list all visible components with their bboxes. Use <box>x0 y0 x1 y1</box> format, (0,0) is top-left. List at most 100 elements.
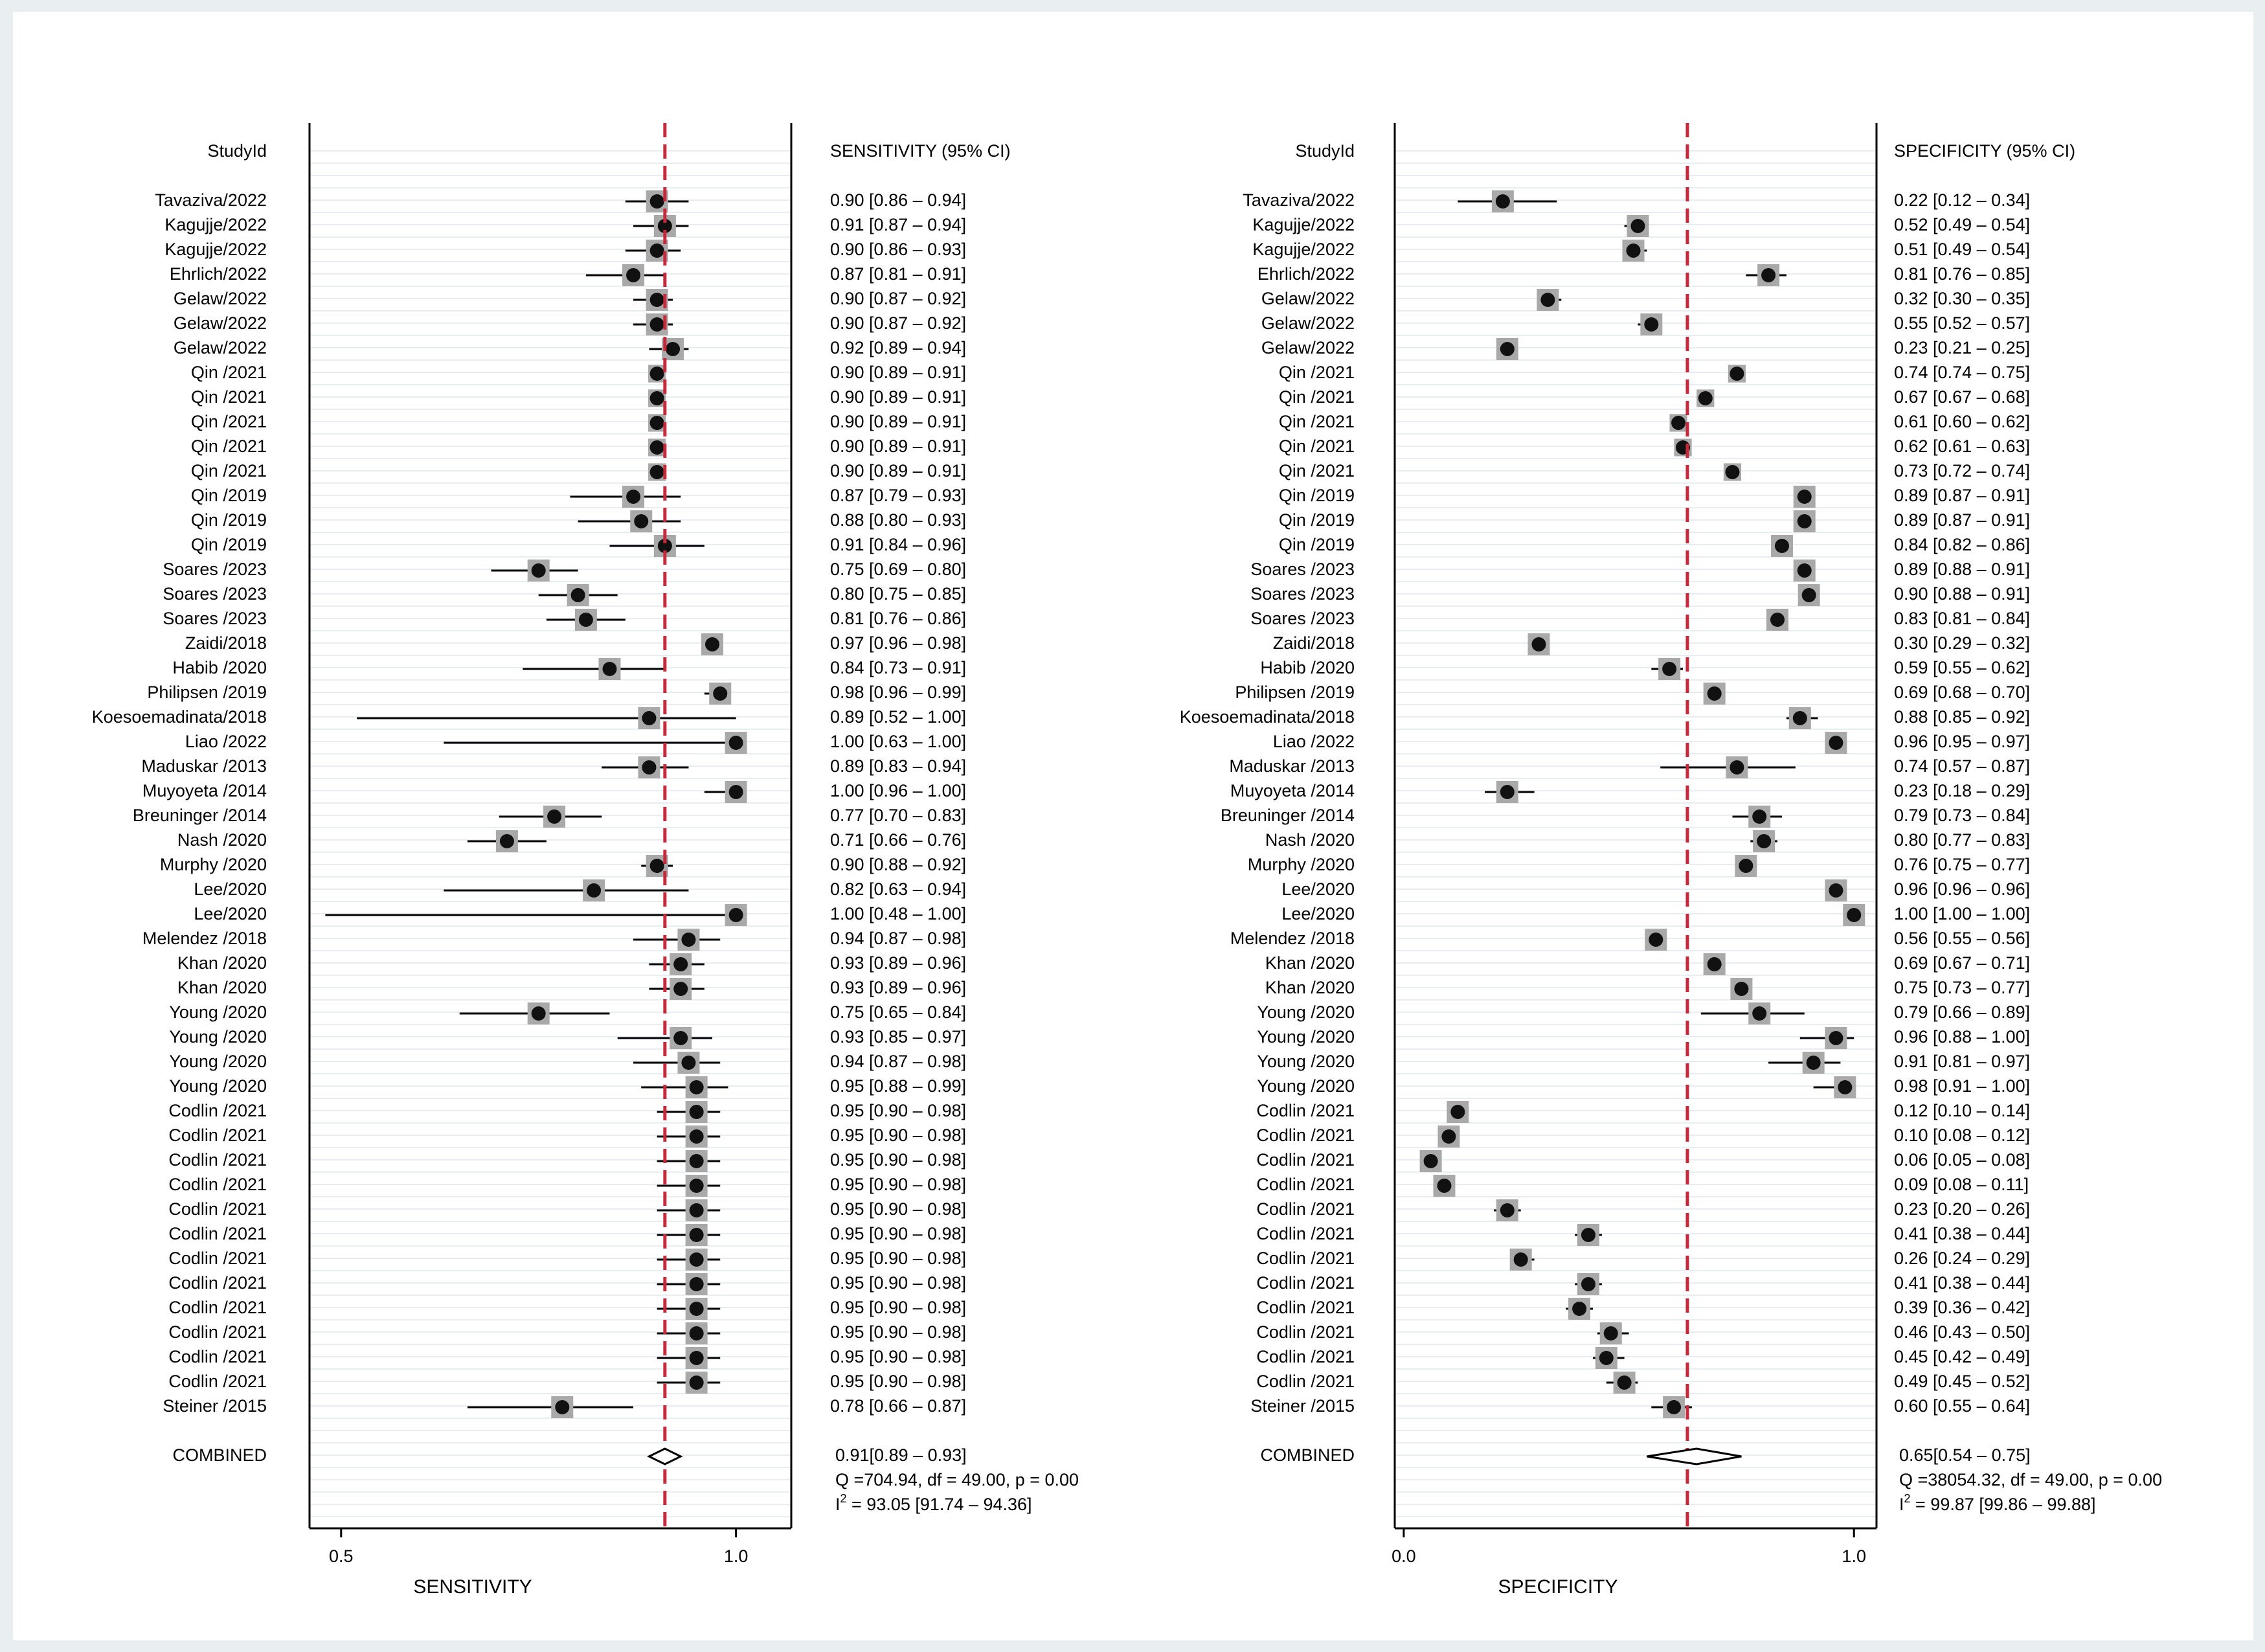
sens-point-estimate <box>626 490 641 504</box>
sens-ci-label: 0.95 [0.90 – 0.98] <box>830 1175 966 1194</box>
sens-study-label: Codlin /2021 <box>168 1249 267 1268</box>
spec-point-estimate <box>1626 243 1641 258</box>
spec-ci-label: 0.61 [0.60 – 0.62] <box>1894 412 2030 431</box>
spec-plot-area <box>1395 123 1876 1528</box>
sens-point-estimate <box>681 1056 696 1070</box>
sens-point-estimate <box>649 194 664 209</box>
spec-point-estimate <box>1730 760 1744 775</box>
sens-ci-label: 0.90 [0.89 – 0.91] <box>830 412 966 431</box>
sens-i2-symbol: I <box>835 1495 840 1514</box>
sens-point-estimate <box>531 563 546 578</box>
sens-point-estimate <box>649 391 664 405</box>
sens-study-label: Philipsen /2019 <box>147 683 267 702</box>
spec-point-estimate <box>1423 1154 1438 1168</box>
spec-point-estimate <box>1500 1203 1515 1217</box>
spec-ci-label: 0.23 [0.20 – 0.26] <box>1894 1199 2030 1219</box>
spec-study-label: Qin /2021 <box>1279 461 1355 481</box>
sens-study-label: Soares /2023 <box>163 609 267 628</box>
spec-study-label: Zaidi/2018 <box>1273 633 1355 653</box>
sens-q-statistic: Q =704.94, df = 49.00, p = 0.00 <box>835 1470 1079 1489</box>
sens-point-estimate <box>689 1129 704 1144</box>
sens-study-label: Steiner /2015 <box>163 1396 267 1416</box>
sens-ci-label: 0.90 [0.86 – 0.93] <box>830 240 966 259</box>
spec-study-label: Breuninger /2014 <box>1221 806 1355 825</box>
spec-i2-symbol: I <box>1899 1495 1904 1514</box>
sens-ci-label: 0.95 [0.90 – 0.98] <box>830 1150 966 1170</box>
sens-point-estimate <box>728 736 743 750</box>
sens-study-label: Gelaw/2022 <box>174 338 267 357</box>
spec-study-label: Codlin /2021 <box>1256 1249 1355 1268</box>
spec-study-label: Qin /2021 <box>1279 412 1355 431</box>
sens-ci-label: 0.95 [0.90 – 0.98] <box>830 1273 966 1293</box>
spec-ci-label: 0.56 [0.55 – 0.56] <box>1894 929 2030 948</box>
sens-ci-label: 0.80 [0.75 – 0.85] <box>830 584 966 604</box>
sens-ci-label: 0.90 [0.87 – 0.92] <box>830 289 966 308</box>
spec-point-estimate <box>1847 908 1862 922</box>
sens-study-label: Qin /2019 <box>191 510 267 530</box>
sens-study-label: Codlin /2021 <box>168 1372 267 1391</box>
spec-point-estimate <box>1572 1302 1587 1316</box>
sens-point-estimate <box>689 1080 704 1094</box>
sens-ci-label: 0.95 [0.90 – 0.98] <box>830 1322 966 1342</box>
sens-point-estimate <box>626 268 641 282</box>
spec-point-estimate <box>1500 785 1515 799</box>
sens-ci-label: 0.87 [0.81 – 0.91] <box>830 264 966 284</box>
sens-point-estimate <box>713 686 728 701</box>
sens-ci-label: 0.95 [0.90 – 0.98] <box>830 1249 966 1268</box>
sens-point-estimate <box>689 1203 704 1217</box>
spec-study-label: Codlin /2021 <box>1256 1322 1355 1342</box>
spec-study-label: Codlin /2021 <box>1256 1101 1355 1120</box>
spec-study-label: Young /2020 <box>1257 1052 1355 1071</box>
spec-study-label: Codlin /2021 <box>1256 1126 1355 1145</box>
sens-study-label: Gelaw/2022 <box>174 289 267 308</box>
spec-study-label: Qin /2021 <box>1279 363 1355 382</box>
sens-x-axis-title: SENSITIVITY <box>413 1576 532 1598</box>
spec-ci-label: 1.00 [1.00 – 1.00] <box>1894 904 2030 923</box>
sens-point-estimate <box>728 908 743 922</box>
spec-study-label: Young /2020 <box>1257 1076 1355 1096</box>
sens-point-estimate <box>657 219 672 233</box>
spec-point-estimate <box>1770 613 1785 627</box>
sens-study-label: Codlin /2021 <box>168 1273 267 1293</box>
spec-ci-label: 0.52 [0.49 – 0.54] <box>1894 215 2030 234</box>
spec-point-estimate <box>1734 982 1749 996</box>
sens-ci-label: 0.93 [0.89 – 0.96] <box>830 978 966 997</box>
spec-study-label: Soares /2023 <box>1250 584 1355 604</box>
spec-ci-label: 0.96 [0.88 – 1.00] <box>1894 1027 2030 1047</box>
sens-point-estimate <box>578 613 593 627</box>
sens-combined-label: COMBINED <box>172 1445 267 1465</box>
sens-ci-label: 1.00 [0.63 – 1.00] <box>830 732 966 751</box>
spec-ci-label: 0.45 [0.42 – 0.49] <box>1894 1347 2030 1366</box>
sens-study-label: Soares /2023 <box>163 560 267 579</box>
spec-study-label: Kagujje/2022 <box>1252 215 1355 234</box>
spec-point-estimate <box>1671 416 1686 430</box>
sens-point-estimate <box>681 933 696 947</box>
spec-study-label: Melendez /2018 <box>1230 929 1355 948</box>
spec-ci-label: 0.69 [0.67 – 0.71] <box>1894 953 2030 973</box>
spec-point-estimate <box>1644 317 1659 332</box>
spec-ci-label: 0.23 [0.21 – 0.25] <box>1894 338 2030 357</box>
spec-point-estimate <box>1441 1129 1456 1144</box>
sens-ci-label: 0.89 [0.83 – 0.94] <box>830 756 966 776</box>
spec-ci-label: 0.59 [0.55 – 0.62] <box>1894 658 2030 677</box>
sens-x-tick-label: 1.0 <box>724 1546 749 1566</box>
spec-ci-label: 0.79 [0.73 – 0.84] <box>1894 806 2030 825</box>
spec-point-estimate <box>1630 219 1645 233</box>
spec-point-estimate <box>1797 490 1812 504</box>
spec-point-estimate <box>1581 1228 1595 1242</box>
spec-gridlines <box>1395 150 1876 1530</box>
spec-study-label: Codlin /2021 <box>1256 1199 1355 1219</box>
sens-ci-label: 0.91 [0.87 – 0.94] <box>830 215 966 234</box>
spec-point-estimate <box>1450 1105 1465 1119</box>
sens-point-estimate <box>649 367 664 381</box>
spec-study-label: Qin /2021 <box>1279 387 1355 407</box>
spec-ci-label: 0.55 [0.52 – 0.57] <box>1894 313 2030 333</box>
sens-ci-label: 0.75 [0.69 – 0.80] <box>830 560 966 579</box>
spec-point-estimate <box>1437 1179 1452 1193</box>
sens-study-label: Young /2020 <box>169 1002 267 1022</box>
sens-point-estimate <box>689 1252 704 1267</box>
sens-study-label: Young /2020 <box>169 1052 267 1071</box>
sens-point-estimate <box>728 785 743 799</box>
spec-study-label: Steiner /2015 <box>1250 1396 1355 1416</box>
sens-ci-label: 0.95 [0.90 – 0.98] <box>830 1224 966 1243</box>
